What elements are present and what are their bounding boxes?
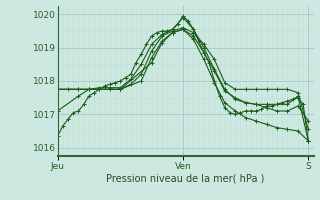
X-axis label: Pression niveau de la mer( hPa ): Pression niveau de la mer( hPa ) xyxy=(107,173,265,183)
